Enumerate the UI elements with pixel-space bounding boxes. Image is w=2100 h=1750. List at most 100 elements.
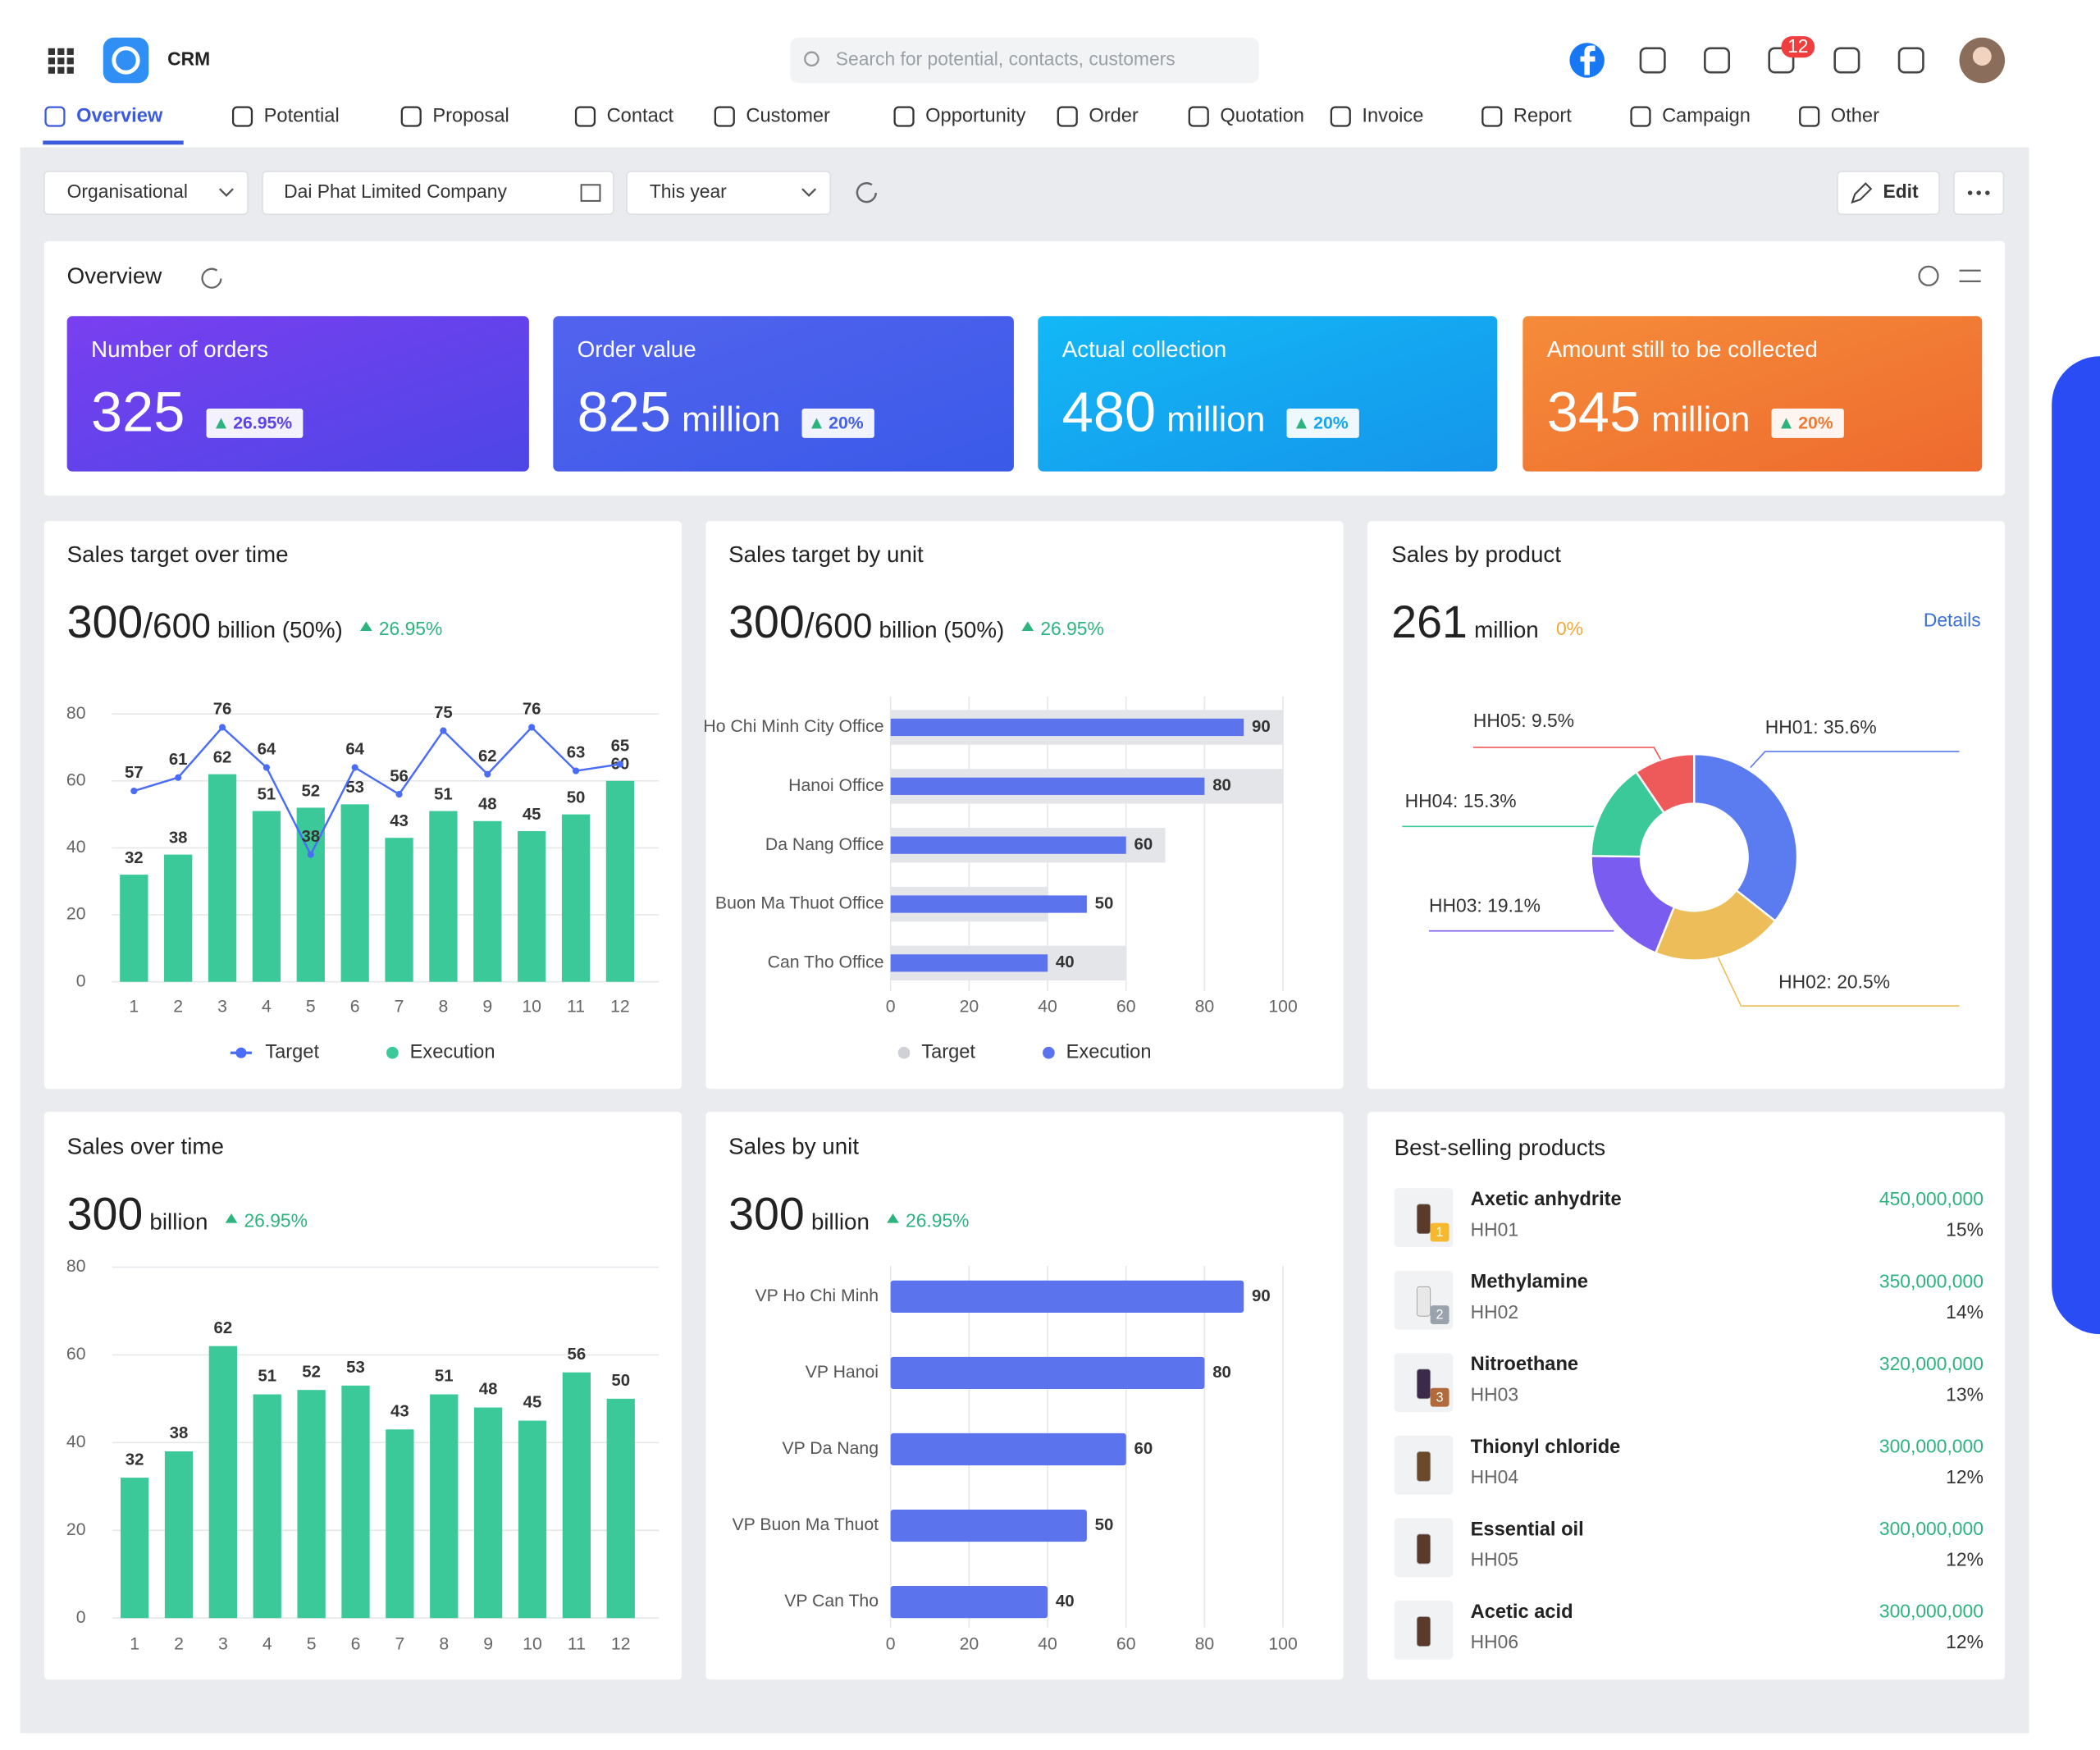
data-label: 50 bbox=[1095, 1516, 1114, 1534]
rank-number: 3 bbox=[1436, 1390, 1444, 1405]
apps-icon-dot[interactable] bbox=[48, 57, 55, 65]
x-tick-label: 20 bbox=[960, 997, 979, 1016]
header-icon[interactable] bbox=[1639, 47, 1666, 74]
apps-icon-dot[interactable] bbox=[48, 66, 55, 74]
data-label: 80 bbox=[1212, 777, 1231, 795]
slice-label: HH02: 20.5% bbox=[1778, 971, 1890, 992]
headline: 300/600 billion (50%) bbox=[728, 596, 1004, 647]
app-name: CRM bbox=[167, 48, 210, 69]
rank-number: 2 bbox=[1436, 1308, 1444, 1323]
header-icon[interactable] bbox=[1833, 47, 1860, 74]
kpi-up-arrow bbox=[810, 418, 823, 429]
settings-icon[interactable] bbox=[1918, 265, 1939, 286]
category-label: VP Da Nang bbox=[782, 1439, 879, 1458]
headline-change: 26.95% bbox=[906, 1209, 969, 1231]
y-tick-label: 60 bbox=[66, 770, 86, 789]
apps-icon-dot[interactable] bbox=[66, 66, 74, 74]
nav-item[interactable]: Potential bbox=[264, 105, 340, 126]
nav-item[interactable]: Overview bbox=[76, 105, 163, 126]
product-name: Methylamine bbox=[1471, 1272, 1588, 1293]
bar bbox=[253, 1394, 281, 1619]
header-icon[interactable] bbox=[1897, 47, 1924, 74]
kpi-number: 480 bbox=[1062, 381, 1156, 444]
y-tick-label: 40 bbox=[66, 1432, 86, 1451]
apps-icon-dot[interactable] bbox=[57, 66, 65, 74]
line-point bbox=[351, 764, 358, 771]
search-box[interactable] bbox=[790, 37, 1259, 84]
x-tick-label: 4 bbox=[262, 1634, 272, 1653]
nav-item[interactable]: Invoice bbox=[1362, 105, 1423, 126]
product-amount: 300,000,000 bbox=[1879, 1601, 1984, 1622]
scope-dropdown[interactable] bbox=[43, 171, 249, 216]
product-bottle bbox=[1416, 1533, 1431, 1565]
kpi-value: 480 million bbox=[1062, 381, 1266, 444]
nav-item[interactable]: Proposal bbox=[432, 105, 509, 126]
data-label: 50 bbox=[611, 1372, 630, 1390]
edit-button[interactable] bbox=[1837, 171, 1940, 216]
headline-up-arrow bbox=[225, 1213, 238, 1223]
apps-icon-dot[interactable] bbox=[48, 48, 55, 55]
bar bbox=[297, 1390, 326, 1619]
kpi-change: 20% bbox=[829, 414, 864, 432]
y-tick-label: 20 bbox=[66, 905, 86, 924]
nav-item[interactable]: Campaign bbox=[1662, 105, 1751, 126]
product-code: HH06 bbox=[1471, 1631, 1518, 1652]
rank-number: 1 bbox=[1436, 1225, 1444, 1240]
nav-item[interactable]: Customer bbox=[746, 105, 830, 126]
x-tick-label: 40 bbox=[1038, 1634, 1057, 1653]
overview-refresh[interactable] bbox=[201, 267, 222, 289]
headline-value: 300 bbox=[728, 596, 805, 647]
data-label: 60 bbox=[1134, 836, 1153, 854]
chart-title: Sales over time bbox=[67, 1133, 224, 1158]
nav-item[interactable]: Opportunity bbox=[925, 105, 1025, 126]
chart-title: Sales by unit bbox=[728, 1133, 859, 1158]
company-select[interactable] bbox=[262, 171, 614, 216]
bar bbox=[890, 1432, 1126, 1466]
x-tick-label: 7 bbox=[395, 997, 404, 1016]
data-label: 43 bbox=[390, 812, 409, 830]
kpi-card bbox=[1038, 316, 1498, 472]
x-tick-label: 100 bbox=[1268, 997, 1297, 1016]
refresh-icon[interactable] bbox=[856, 182, 877, 203]
legend-marker bbox=[1043, 1046, 1055, 1059]
data-label: 52 bbox=[302, 1363, 321, 1381]
details-link[interactable]: Details bbox=[1924, 610, 1981, 631]
x-tick-label: 7 bbox=[395, 1634, 404, 1653]
notification-count: 12 bbox=[1787, 35, 1808, 57]
header-icon[interactable] bbox=[1704, 47, 1731, 74]
kpi-card bbox=[1522, 316, 1983, 472]
data-label: 62 bbox=[213, 748, 232, 766]
headline-up-arrow bbox=[1021, 621, 1034, 631]
nav-item[interactable]: Other bbox=[1831, 105, 1879, 126]
apps-icon-dot[interactable] bbox=[66, 57, 74, 65]
category-label: Buon Ma Thuot Office bbox=[715, 894, 884, 913]
scope-label: Organisational bbox=[67, 180, 188, 202]
headline-change: 26.95% bbox=[244, 1209, 307, 1231]
product-name: Axetic anhydrite bbox=[1471, 1189, 1622, 1210]
data-label: 80 bbox=[1212, 1364, 1231, 1382]
headline-change: 26.95% bbox=[379, 618, 442, 639]
kpi-card bbox=[66, 316, 529, 472]
filter-icon[interactable] bbox=[1959, 269, 1981, 282]
nav-item[interactable]: Quotation bbox=[1220, 105, 1304, 126]
nav-item[interactable]: Contact bbox=[607, 105, 674, 126]
kpi-value: 825 million bbox=[578, 381, 781, 444]
headline-value: 300 bbox=[728, 1189, 805, 1240]
product-amount: 320,000,000 bbox=[1879, 1353, 1984, 1374]
header-icon[interactable] bbox=[1768, 47, 1795, 74]
apps-icon-dot[interactable] bbox=[57, 48, 65, 55]
apps-icon-dot[interactable] bbox=[66, 48, 74, 55]
kpi-card bbox=[553, 316, 1014, 472]
apps-icon-dot[interactable] bbox=[57, 57, 65, 65]
app-logo-mark bbox=[112, 46, 140, 75]
nav-item[interactable]: Report bbox=[1513, 105, 1572, 126]
category-label: VP Ho Chi Minh bbox=[755, 1286, 879, 1305]
chart-title: Sales target over time bbox=[67, 541, 289, 567]
product-amount: 300,000,000 bbox=[1879, 1436, 1984, 1457]
nav-item[interactable]: Order bbox=[1089, 105, 1139, 126]
org-icon bbox=[580, 184, 601, 202]
x-tick-label: 3 bbox=[217, 997, 227, 1016]
period-dropdown[interactable] bbox=[626, 171, 832, 216]
panel bbox=[705, 1112, 1344, 1680]
data-label: 32 bbox=[125, 849, 144, 867]
